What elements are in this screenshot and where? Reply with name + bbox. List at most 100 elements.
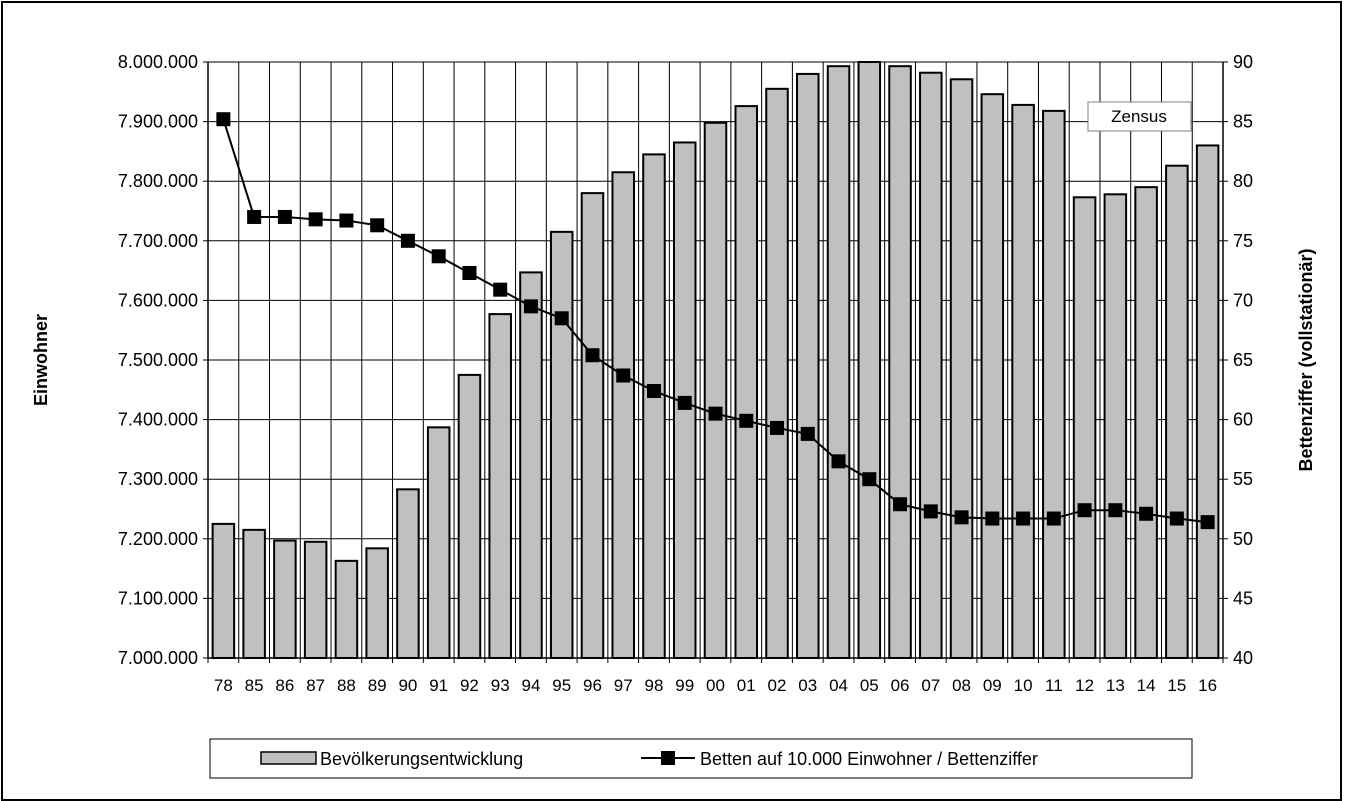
bar [703,121,728,660]
y-tick-label-left: 8.000.000 [118,52,198,72]
legend-bar-swatch [260,751,317,765]
bar [1072,196,1097,660]
line-marker [277,209,292,224]
x-tick-label: 95 [552,676,571,695]
x-tick-label: 11 [1045,676,1063,695]
x-tick-label: 94 [521,676,540,695]
line-marker [1139,506,1154,521]
line-marker [400,233,415,248]
line-marker [893,497,908,512]
line-marker [339,213,354,228]
x-tick-label: 87 [306,676,325,695]
bar [488,313,512,659]
line-marker [862,472,877,487]
line-marker [462,265,477,280]
bar [211,522,236,660]
bar [980,93,1005,659]
x-tick-label: 07 [921,676,940,695]
y-tick-label-left: 7.700.000 [118,231,198,251]
line-marker [1200,515,1215,530]
bar [457,373,482,659]
line-marker [308,212,323,227]
y-tick-label-left: 7.000.000 [118,648,198,668]
y-tick-label-right: 40 [1233,648,1253,668]
bar [765,87,789,659]
bar [642,153,666,659]
line-marker [523,299,538,314]
x-tick-label: 06 [891,676,910,695]
y-tick-label-right: 85 [1233,112,1253,132]
x-tick-label: 09 [983,676,1002,695]
x-tick-label: 93 [491,676,510,695]
line-marker [954,510,969,525]
legend: Bevölkerungsentwicklung Betten auf 10.00… [209,738,1193,779]
y-axis-label-right: Bettenziffer (vollstationär) [1296,248,1316,471]
bar [426,426,451,659]
x-tick-label: 01 [737,676,756,695]
line-marker [677,395,692,410]
bar [611,171,635,659]
x-tick-label: 13 [1106,676,1125,695]
y-tick-label-left: 7.400.000 [118,410,198,430]
bar [273,539,297,660]
bar [396,488,420,659]
bar [334,559,359,659]
x-tick-label: 15 [1167,676,1186,695]
x-tick-label: 78 [214,676,233,695]
y-tick-label-left: 7.500.000 [118,350,198,370]
bar [1195,144,1220,659]
bar [1042,109,1066,659]
x-tick-label: 00 [706,676,725,695]
line-marker [646,383,661,398]
line-marker [985,511,1000,526]
line-marker [800,426,815,441]
bar [519,271,543,659]
line-marker [247,209,262,224]
y-tick-label-right: 75 [1233,231,1253,251]
y-tick-label-left: 7.100.000 [118,588,198,608]
bar [580,192,605,659]
x-tick-label: 86 [275,676,294,695]
bar [734,105,759,659]
zensus-label: Zensus [1111,107,1167,126]
line-marker [739,413,754,428]
bar [1011,103,1035,660]
x-tick-label: 91 [429,676,448,695]
bar [949,78,974,659]
line-marker [216,112,231,127]
x-tick-label: 98 [645,676,664,695]
y-tick-label-right: 80 [1233,171,1253,191]
y-tick-label-right: 70 [1233,290,1253,310]
line-marker [585,348,600,363]
y-tick-label-right: 55 [1233,469,1253,489]
left-tick-labels: 7.000.000 7.100.000 7.200.000 7.300.000 7.40… [118,52,198,668]
line-marker [831,454,846,469]
line-marker [923,504,938,519]
line-marker [1046,511,1061,526]
x-tick-label: 04 [829,676,848,695]
x-tick-label: 05 [860,676,879,695]
x-tick-label: 08 [952,676,971,695]
line-marker [616,368,631,383]
x-tick-label: 16 [1198,676,1217,695]
bar [796,72,820,660]
bar [1103,193,1128,659]
bar [242,528,266,659]
line-series [216,112,1215,530]
x-tick-label: 12 [1075,676,1094,695]
x-tick-label: 92 [460,676,479,695]
bar [888,65,912,659]
x-tick-label: 14 [1137,676,1156,695]
right-tick-labels: 40 45 50 55 60 65 70 75 80 85 90 [1233,52,1253,668]
bar [857,61,882,659]
axes [203,61,1228,659]
bar [1165,164,1189,659]
line-marker [554,311,569,326]
x-tick-label: 85 [245,676,264,695]
line-marker [770,420,785,435]
line-marker [1108,503,1123,518]
y-tick-label-left: 7.200.000 [118,529,198,549]
legend-line-label: Betten auf 10.000 Einwohner / Bettenziff… [700,749,1038,769]
x-tick-label: 03 [798,676,817,695]
